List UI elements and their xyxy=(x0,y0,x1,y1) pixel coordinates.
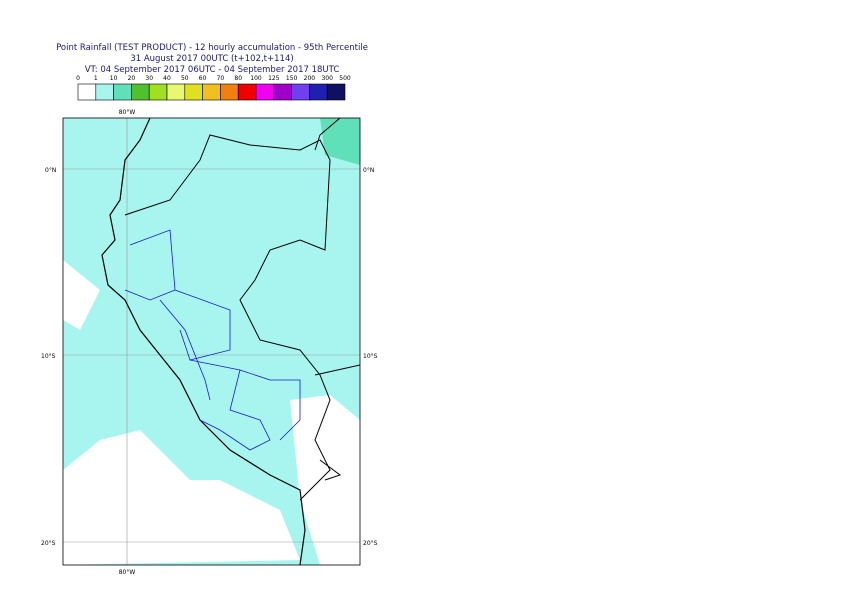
legend-swatch xyxy=(113,83,132,101)
legend-swatch xyxy=(309,83,328,101)
legend-label: 1 xyxy=(94,75,98,82)
legend-label: 80 xyxy=(234,75,242,82)
dry-area xyxy=(63,430,300,565)
legend-swatch xyxy=(95,83,114,101)
legend-label: 150 xyxy=(286,75,298,82)
legend-label: 70 xyxy=(217,75,225,82)
lon-label: 80°W xyxy=(119,569,136,576)
legend-label: 300 xyxy=(321,75,333,82)
legend-label: 200 xyxy=(304,75,316,82)
legend-label: 40 xyxy=(163,75,171,82)
legend-swatch xyxy=(184,83,203,101)
region-border xyxy=(124,229,301,451)
dry-area xyxy=(63,260,100,330)
legend-label: 60 xyxy=(199,75,207,82)
border xyxy=(314,118,360,481)
legend-swatch xyxy=(166,83,186,101)
legend-label: 30 xyxy=(145,75,153,82)
subtitle: 31 August 2017 00UTC (t+102,t+114) xyxy=(130,54,293,64)
border xyxy=(124,134,331,501)
legend-label: 0 xyxy=(76,75,80,82)
legend-swatch xyxy=(202,83,221,101)
lat-label: 10°S xyxy=(41,353,56,360)
legend-swatch xyxy=(273,83,292,101)
lat-label: 0°N xyxy=(45,167,56,174)
title: Point Rainfall (TEST PRODUCT) - 12 hourl… xyxy=(56,43,368,53)
legend-swatch xyxy=(291,83,310,101)
legend-swatch xyxy=(148,83,168,101)
legend-swatch xyxy=(77,83,97,101)
lat-label: 0°N xyxy=(363,167,374,174)
legend-label: 500 xyxy=(339,75,351,82)
map xyxy=(63,118,360,565)
legend-label: 100 xyxy=(250,75,262,82)
legend-label: 50 xyxy=(181,75,189,82)
wet-area xyxy=(320,118,360,165)
legend-swatch xyxy=(255,83,275,101)
lat-label: 20°S xyxy=(363,540,378,547)
lat-label: 10°S xyxy=(363,353,378,360)
legend-label: 20 xyxy=(128,75,136,82)
legend: 0 1 10 20 30 40 50 60 70 80 100 125 150 200 300 500 xyxy=(76,75,351,101)
coastline xyxy=(101,118,306,565)
legend-label: 10 xyxy=(110,75,118,82)
map-frame xyxy=(62,117,361,566)
legend-label: 125 xyxy=(268,75,280,82)
legend-swatch xyxy=(237,83,257,101)
lon-label: 80°W xyxy=(119,109,136,116)
lat-label: 20°S xyxy=(41,540,56,547)
valid-time: VT: 04 September 2017 06UTC - 04 Septemb… xyxy=(85,65,340,75)
legend-swatch xyxy=(220,83,239,101)
legend-swatch xyxy=(326,83,346,101)
legend-swatch xyxy=(131,83,150,101)
